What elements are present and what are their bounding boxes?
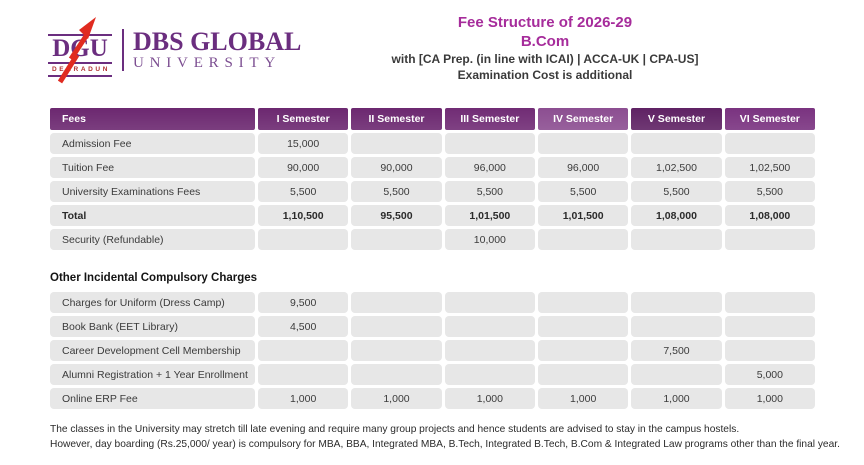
- fee-value-cell: [444, 316, 535, 337]
- fee-value-cell: 5,500: [631, 181, 722, 202]
- incidental-table: Charges for Uniform (Dress Camp) 9,500 Boo…: [50, 292, 815, 409]
- fee-value-cell: [351, 229, 442, 250]
- fee-value-cell: [538, 292, 629, 313]
- program-title: B.Com: [520, 33, 570, 50]
- page-title: Fee Structure of 2026-29: [457, 14, 633, 31]
- fee-value-cell: [351, 292, 442, 313]
- fee-value-cell: 1,000: [724, 388, 815, 409]
- logo-city: DEHRADUN: [48, 64, 112, 77]
- row-label: Total: [50, 205, 255, 226]
- fee-table-header-semester-1: I Semester: [258, 108, 349, 130]
- exam-cost-note: Examination Cost is additional: [457, 68, 633, 82]
- fee-table: Fees I Semester II Semester III Semester IV …: [50, 108, 815, 250]
- note-line-1: The classes in the University may stretc…: [50, 424, 740, 435]
- fee-value-cell: [538, 364, 629, 385]
- dgu-emblem: DGU DEHRADUN: [48, 17, 112, 84]
- fee-value-cell: 7,500: [631, 340, 722, 361]
- fee-value-cell: [444, 340, 535, 361]
- fee-value-cell: [538, 340, 629, 361]
- fee-value-cell: [631, 229, 722, 250]
- fee-value-cell: [724, 292, 815, 313]
- fee-table-header-semester-4: IV Semester: [538, 108, 629, 130]
- fee-value-cell: [631, 364, 722, 385]
- footer-notes: The classes in the University may stretc…: [50, 422, 864, 452]
- fee-value-cell: [258, 364, 349, 385]
- row-label: Admission Fee: [50, 133, 255, 154]
- fee-value-cell: [444, 292, 535, 313]
- fee-value-cell: 5,500: [724, 181, 815, 202]
- fee-value-cell: [724, 340, 815, 361]
- fee-value-cell: 1,01,500: [538, 205, 629, 226]
- fee-value-cell: 1,000: [631, 388, 722, 409]
- fee-value-cell: 1,000: [258, 388, 349, 409]
- fee-value-cell: 1,02,500: [631, 157, 722, 178]
- row-label: Alumni Registration + 1 Year Enrollment: [50, 364, 255, 385]
- fee-value-cell: [444, 133, 535, 154]
- fee-value-cell: 1,01,500: [444, 205, 535, 226]
- fee-table-header-semester-6: VI Semester: [724, 108, 815, 130]
- logo-wordmark: DBS GLOBAL UNIVERSITY: [133, 27, 301, 72]
- fee-value-cell: 5,500: [258, 181, 349, 202]
- row-label: Security (Refundable): [50, 229, 255, 250]
- fee-value-cell: 1,10,500: [258, 205, 349, 226]
- row-label: University Examinations Fees: [50, 181, 255, 202]
- program-subtitle: with [CA Prep. (in line with ICAI) | ACC…: [391, 52, 699, 66]
- fee-table-header-fees: Fees: [50, 108, 255, 130]
- fee-value-cell: 95,500: [351, 205, 442, 226]
- growth-arrow-icon: [57, 17, 96, 84]
- fee-value-cell: [351, 364, 442, 385]
- fee-table-header-semester-3: III Semester: [444, 108, 535, 130]
- fee-value-cell: [351, 340, 442, 361]
- fee-value-cell: 1,000: [538, 388, 629, 409]
- fee-value-cell: [631, 292, 722, 313]
- row-label: Career Development Cell Membership: [50, 340, 255, 361]
- logo-name-line1: DBS GLOBAL: [133, 27, 302, 56]
- fee-value-cell: [351, 316, 442, 337]
- fee-value-cell: 5,500: [351, 181, 442, 202]
- page-header: Fee Structure of 2026-29 B.Com with [CA …: [330, 13, 760, 83]
- fee-value-cell: 90,000: [258, 157, 349, 178]
- fee-value-cell: 1,08,000: [724, 205, 815, 226]
- incidental-charges-heading: Other Incidental Compulsory Charges: [50, 272, 258, 284]
- fee-value-cell: 15,000: [258, 133, 349, 154]
- row-label: Charges for Uniform (Dress Camp): [50, 292, 255, 313]
- fee-value-cell: 5,500: [444, 181, 535, 202]
- fee-value-cell: 5,500: [538, 181, 629, 202]
- fee-value-cell: [538, 133, 629, 154]
- fee-value-cell: 1,000: [351, 388, 442, 409]
- fee-value-cell: 1,02,500: [724, 157, 815, 178]
- fee-value-cell: 4,500: [258, 316, 349, 337]
- fee-value-cell: 1,08,000: [631, 205, 722, 226]
- fee-value-cell: [724, 133, 815, 154]
- fee-value-cell: 5,000: [724, 364, 815, 385]
- fee-value-cell: [631, 133, 722, 154]
- fee-value-cell: 1,000: [444, 388, 535, 409]
- university-logo: DGU DEHRADUN DBS GLOBAL UNIVERSITY: [48, 17, 301, 84]
- logo-divider: [122, 28, 124, 71]
- fee-value-cell: 90,000: [351, 157, 442, 178]
- fee-value-cell: [351, 133, 442, 154]
- fee-value-cell: 10,000: [444, 229, 535, 250]
- row-label: Online ERP Fee: [50, 388, 255, 409]
- note-line-2: However, day boarding (Rs.25,000/ year) …: [50, 439, 840, 450]
- fee-value-cell: [538, 316, 629, 337]
- fee-value-cell: 96,000: [538, 157, 629, 178]
- fee-value-cell: 9,500: [258, 292, 349, 313]
- main-content: Fees I Semester II Semester III Semester IV …: [50, 108, 840, 452]
- fee-value-cell: [444, 364, 535, 385]
- fee-value-cell: [538, 229, 629, 250]
- fee-table-header-semester-2: II Semester: [351, 108, 442, 130]
- fee-value-cell: [631, 316, 722, 337]
- fee-value-cell: [724, 229, 815, 250]
- logo-name-line2: UNIVERSITY: [133, 55, 281, 71]
- row-label: Tuition Fee: [50, 157, 255, 178]
- row-label: Book Bank (EET Library): [50, 316, 255, 337]
- fee-value-cell: [724, 316, 815, 337]
- fee-value-cell: [258, 340, 349, 361]
- fee-table-header-semester-5: V Semester: [631, 108, 722, 130]
- fee-value-cell: [258, 229, 349, 250]
- fee-value-cell: 96,000: [444, 157, 535, 178]
